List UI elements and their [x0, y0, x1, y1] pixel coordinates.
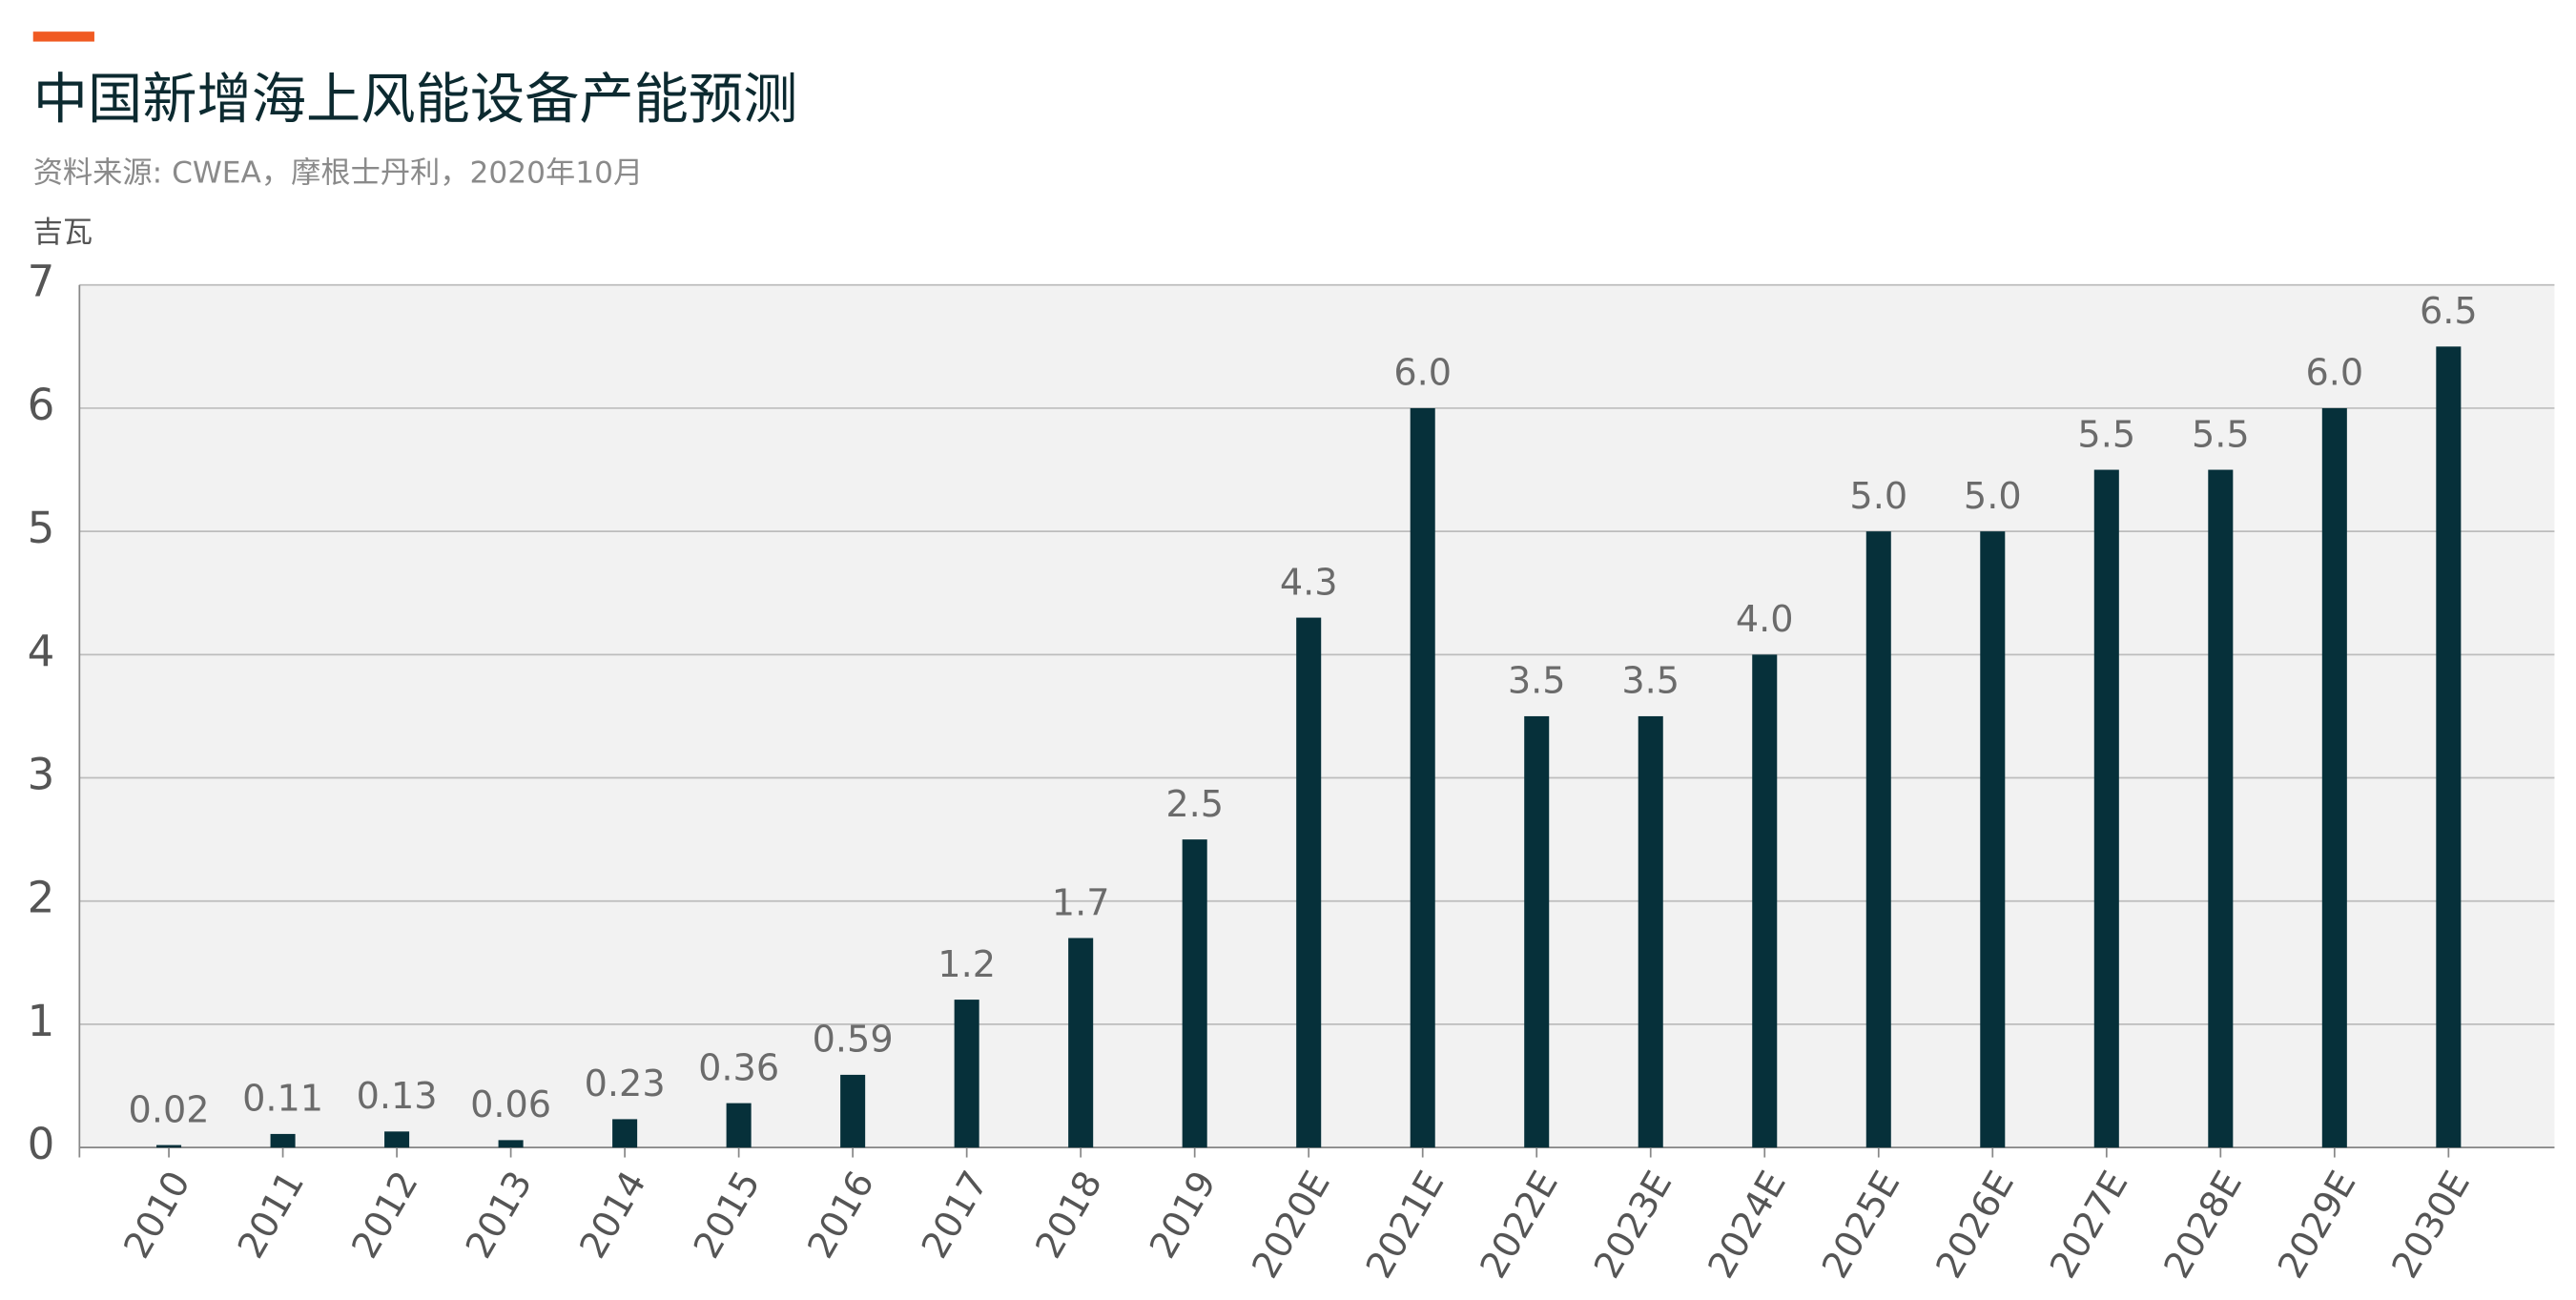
- bar: [1524, 715, 1550, 1148]
- value-label: 6.5: [2420, 291, 2478, 333]
- x-tick-label: 2017: [915, 1165, 998, 1266]
- value-label: 6.0: [1393, 353, 1452, 395]
- y-tick-label: 5: [28, 503, 55, 553]
- accent-bar: [32, 31, 94, 42]
- bar: [1865, 531, 1891, 1148]
- value-label: 0.11: [242, 1079, 323, 1121]
- y-tick-label: 1: [28, 996, 55, 1046]
- bar: [498, 1140, 524, 1148]
- chart-subtitle: 资料来源: CWEA，摩根士丹利，2020年10月: [33, 155, 644, 190]
- value-label: 6.0: [2305, 353, 2363, 395]
- x-tick-label: 2011: [231, 1165, 314, 1266]
- x-tick-label: 2028E: [2156, 1165, 2251, 1286]
- bar: [2208, 469, 2234, 1148]
- y-tick-label: 0: [28, 1119, 55, 1169]
- bar: [726, 1103, 752, 1148]
- x-tick-label: 2030E: [2384, 1165, 2479, 1286]
- y-tick-label: 7: [28, 257, 55, 307]
- value-label: 0.59: [813, 1020, 894, 1062]
- value-label: 3.5: [1621, 661, 1680, 703]
- chart-title: 中国新增海上风能设备产能预测: [33, 67, 798, 131]
- bar: [1182, 839, 1207, 1148]
- bar: [1296, 617, 1322, 1148]
- value-label: 4.3: [1280, 562, 1338, 604]
- bar: [1410, 407, 1435, 1148]
- value-label: 0.06: [470, 1084, 551, 1126]
- value-label: 4.0: [1736, 599, 1794, 641]
- x-tick-label: 2013: [459, 1165, 542, 1266]
- value-label: 0.23: [585, 1063, 666, 1105]
- x-tick-label: 2019: [1143, 1165, 1226, 1266]
- bar: [612, 1119, 638, 1148]
- bar: [1980, 531, 2006, 1148]
- x-tick-label: 2010: [116, 1165, 199, 1266]
- value-label: 2.5: [1165, 784, 1224, 826]
- bar: [1638, 715, 1663, 1148]
- bar: [270, 1133, 296, 1148]
- bar: [2093, 469, 2119, 1148]
- x-tick-label: 2023E: [1587, 1165, 1681, 1286]
- x-tick-label: 2020E: [1245, 1165, 1339, 1286]
- bar: [954, 1000, 979, 1148]
- value-label: 0.02: [129, 1089, 210, 1131]
- value-label: 1.2: [938, 944, 996, 986]
- x-tick-label: 2029E: [2271, 1165, 2365, 1286]
- y-tick-label: 6: [28, 380, 55, 430]
- bar: [156, 1145, 182, 1148]
- bar: [2436, 346, 2462, 1148]
- x-tick-label: 2024E: [1700, 1165, 1795, 1286]
- x-tick-label: 2021E: [1359, 1165, 1453, 1286]
- x-tick-label: 2016: [800, 1165, 883, 1266]
- x-tick-label: 2015: [687, 1165, 770, 1266]
- y-tick-label: 4: [28, 626, 55, 676]
- x-tick-label: 2022E: [1473, 1165, 1567, 1286]
- value-label: 3.5: [1508, 661, 1566, 703]
- x-tick-label: 2014: [572, 1165, 655, 1266]
- x-tick-label: 2012: [344, 1165, 427, 1266]
- bar: [840, 1074, 866, 1148]
- value-label: 0.36: [698, 1047, 779, 1089]
- bar: [384, 1131, 410, 1148]
- value-label: 5.0: [1964, 476, 2022, 518]
- value-label: 5.5: [2192, 414, 2250, 456]
- bar: [2321, 407, 2347, 1148]
- y-axis-label: 吉瓦: [33, 216, 93, 250]
- bar: [1068, 938, 1094, 1148]
- x-tick-label: 2025E: [1815, 1165, 1909, 1286]
- value-label: 0.13: [357, 1076, 438, 1118]
- x-tick-label: 2027E: [2043, 1165, 2137, 1286]
- y-tick-label: 2: [28, 873, 55, 923]
- x-tick-label: 2026E: [1928, 1165, 2023, 1286]
- bar: [1752, 654, 1778, 1148]
- value-label: 1.7: [1052, 882, 1110, 924]
- value-label: 5.5: [2077, 414, 2135, 456]
- x-tick-label: 2018: [1028, 1165, 1111, 1266]
- y-tick-label: 3: [28, 750, 55, 800]
- value-label: 5.0: [1849, 476, 1907, 518]
